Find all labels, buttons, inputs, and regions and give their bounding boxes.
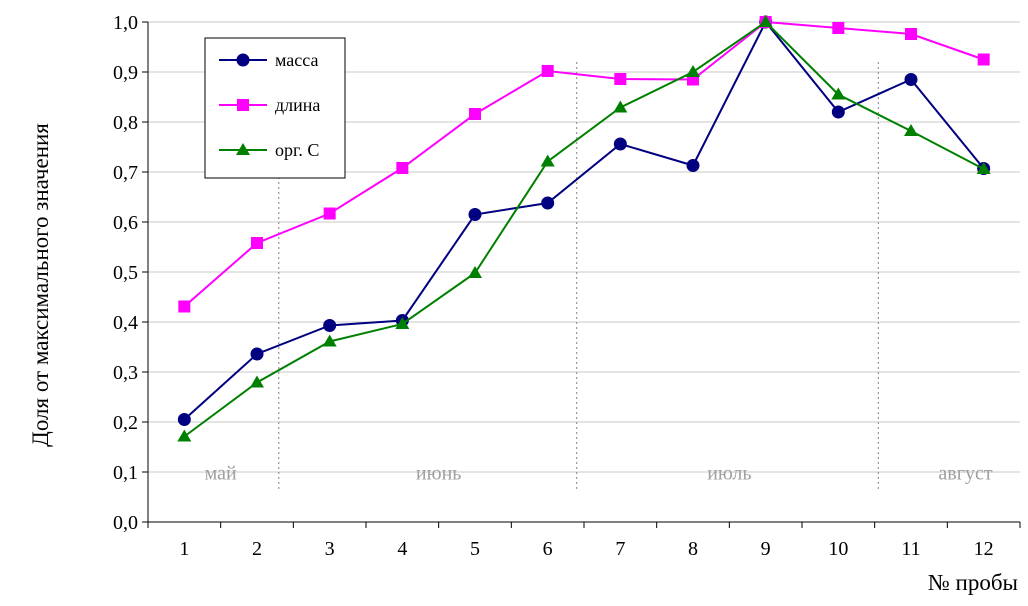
legend-entry: длина xyxy=(219,95,320,115)
series-line xyxy=(183,20,985,438)
data-point xyxy=(686,65,700,77)
series-3 xyxy=(177,15,991,442)
data-point xyxy=(904,124,918,136)
data-point xyxy=(541,65,554,77)
legend-label: длина xyxy=(275,95,320,115)
legend-label: орг. С xyxy=(275,140,319,160)
data-point xyxy=(177,429,192,442)
data-point xyxy=(396,162,409,174)
data-point xyxy=(905,28,917,40)
month-label: август xyxy=(938,463,992,485)
data-point xyxy=(395,317,410,329)
data-point xyxy=(468,208,482,221)
data-point xyxy=(686,159,700,172)
data-point xyxy=(469,108,481,120)
data-point xyxy=(236,143,250,155)
month-labels: май июнь июль август xyxy=(205,62,993,492)
y-tick-label: 0,4 xyxy=(113,312,138,334)
data-point xyxy=(977,53,990,66)
data-point xyxy=(832,22,845,34)
data-point xyxy=(323,319,337,332)
data-point xyxy=(178,300,191,313)
data-point xyxy=(323,207,336,220)
y-tick-label: 0,9 xyxy=(113,62,138,84)
month-label: июнь xyxy=(416,463,461,485)
x-tick-label: 6 xyxy=(543,538,553,560)
x-tick-label: 5 xyxy=(470,538,480,560)
data-point xyxy=(236,53,250,67)
data-point xyxy=(322,334,337,347)
series-1 xyxy=(177,15,991,426)
data-point xyxy=(541,196,555,210)
data-point xyxy=(237,99,249,111)
x-axis-title: № пробы xyxy=(928,570,1018,595)
data-point xyxy=(251,237,263,249)
legend-box xyxy=(204,37,346,179)
data-point xyxy=(177,413,191,426)
data-point xyxy=(831,105,845,119)
data-point xyxy=(468,266,482,278)
y-tick-label: 0,8 xyxy=(113,112,138,134)
series-lines xyxy=(177,15,991,442)
y-tick-label: 0,2 xyxy=(113,412,138,434)
legend-entry: масса xyxy=(219,50,318,70)
x-tick-label: 10 xyxy=(828,538,848,560)
x-tick-label: 12 xyxy=(974,538,994,560)
y-tick-label: 0,3 xyxy=(113,362,138,384)
y-tick-label: 1,0 xyxy=(113,12,138,34)
x-tick-label: 1 xyxy=(179,538,189,560)
x-tick-label: 7 xyxy=(615,538,625,560)
data-point xyxy=(614,73,627,85)
data-point xyxy=(976,162,991,174)
x-tick-label: 9 xyxy=(761,538,771,560)
legend: масса длина орг. С xyxy=(204,37,346,179)
x-tick-label: 11 xyxy=(901,538,920,560)
x-tick-label: 4 xyxy=(397,538,407,560)
data-point xyxy=(758,15,773,27)
y-tick-label: 0,7 xyxy=(113,162,138,184)
legend-label: масса xyxy=(275,50,318,70)
y-axis-title: Доля от максимального значения xyxy=(28,123,53,447)
data-point xyxy=(250,347,264,361)
month-label: май xyxy=(205,463,237,485)
data-point xyxy=(613,100,628,113)
month-label: июль xyxy=(707,463,751,485)
x-tick-label: 8 xyxy=(688,538,698,560)
axes: 0,00,10,20,30,40,50,60,70,80,91,01 2 3 4 5 6 7… xyxy=(113,12,1021,560)
data-point xyxy=(613,137,627,151)
y-tick-label: 0,0 xyxy=(113,512,138,534)
data-point xyxy=(904,73,918,86)
legend-entry: орг. С xyxy=(219,140,319,160)
y-tick-label: 0,5 xyxy=(113,262,138,284)
series-line xyxy=(183,20,984,308)
series-line xyxy=(183,20,985,421)
y-tick-label: 0,6 xyxy=(113,212,138,234)
data-point xyxy=(250,375,264,388)
x-tick-label: 3 xyxy=(325,538,335,560)
x-tick-label: 2 xyxy=(252,538,262,560)
data-point xyxy=(831,87,846,100)
data-point xyxy=(540,154,555,167)
y-tick-label: 0,1 xyxy=(113,462,138,484)
